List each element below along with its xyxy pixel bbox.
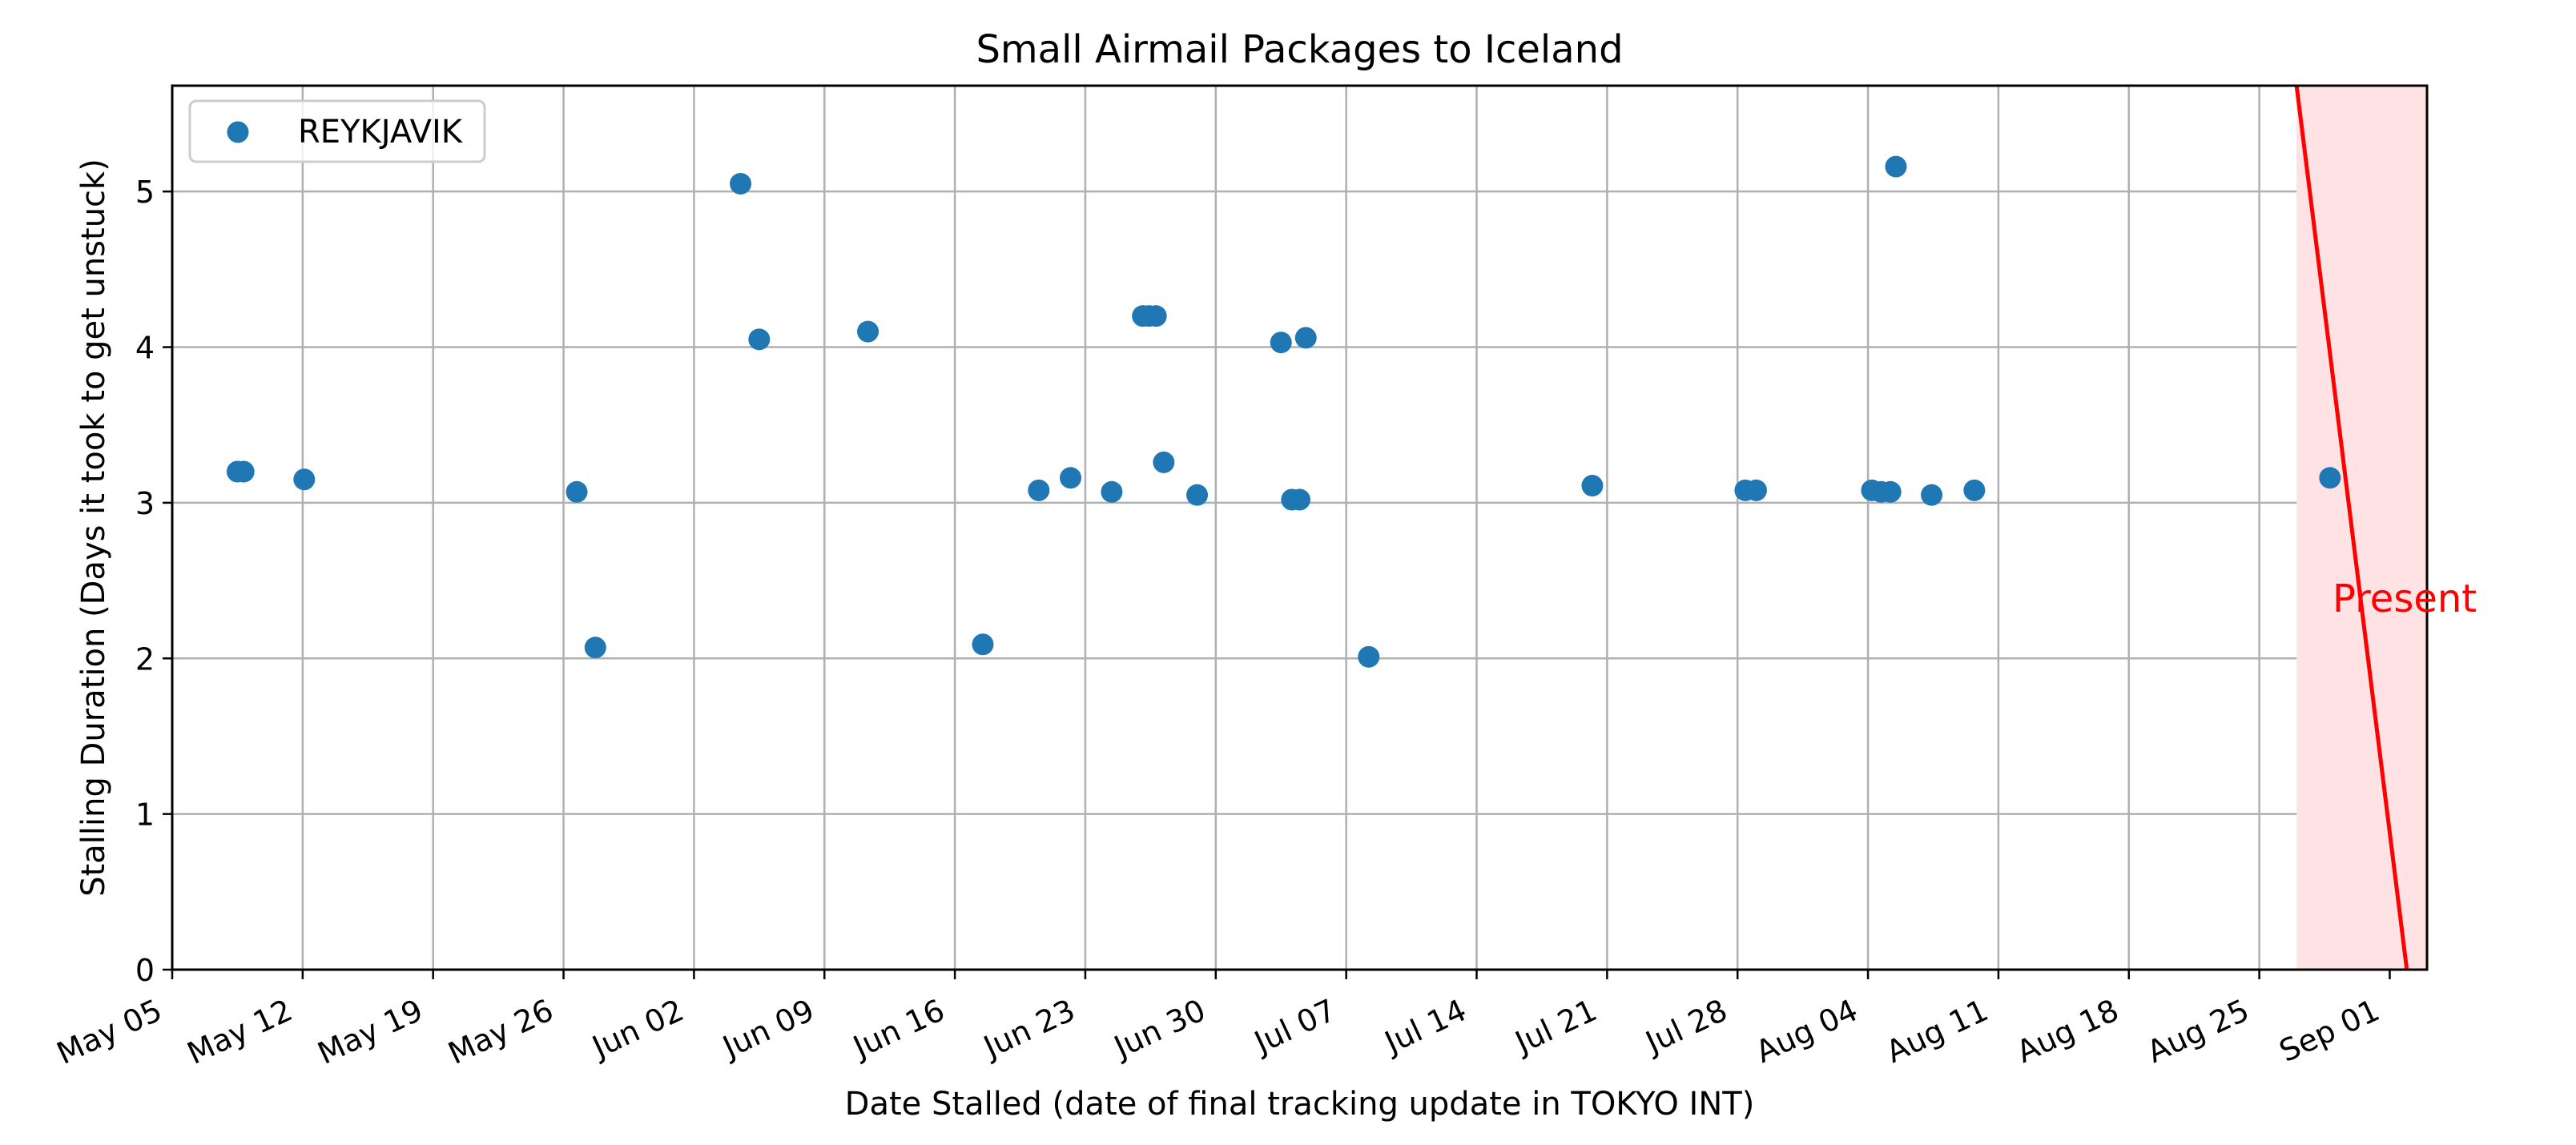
data-point [293,468,316,491]
present-line-stroke [2294,85,2409,970]
x-tick-label: Aug 11 [1881,992,1994,1070]
x-tick-label: Jul 07 [1248,992,1342,1061]
data-point [1294,327,1317,349]
data-point [1028,479,1050,501]
x-tick-label: Jun 09 [716,992,819,1065]
x-tick-label: Aug 18 [2011,992,2124,1070]
data-point [566,480,588,503]
legend-label: REYKJAVIK [298,114,464,151]
data-point [2319,467,2341,489]
data-point [730,172,752,195]
legend-box [188,99,486,163]
x-tick-label: Jun 02 [586,992,689,1065]
data-point [1270,331,1292,354]
x-tick-label: Aug 25 [2142,992,2255,1070]
data-point [1745,479,1767,501]
data-point [584,637,606,659]
data-point [1581,475,1604,497]
chart-title: Small Airmail Packages to Iceland [976,27,1623,72]
data-point [1186,484,1209,506]
data-point [748,328,771,351]
data-point [1885,155,1907,178]
x-tick-label: Jun 23 [977,992,1081,1065]
x-tick-label: Jun 16 [847,992,950,1065]
x-tick-label: Aug 04 [1750,992,1863,1070]
data-point [857,320,879,343]
x-tick-label: May 12 [182,992,298,1071]
present-region [2296,86,2427,970]
x-tick-label: Jul 14 [1379,992,1472,1061]
y-tick-label: 4 [135,331,155,366]
y-tick-label: 2 [135,641,155,677]
present-label: Present [2332,577,2477,621]
y-tick-label: 1 [135,797,155,833]
y-tick-label: 5 [135,175,155,210]
y-axis-label: Stalling Duration (Days it took to get u… [75,159,112,897]
y-tick-label: 0 [135,953,155,988]
data-point [232,460,255,483]
legend-marker [227,121,249,143]
y-tick-label: 3 [135,486,155,521]
data-point [1145,305,1167,327]
data-point [1060,467,1082,489]
x-axis-ticks: May 05 May 12 May 19 May 26 Jun 02 Jun 09 Jun … [51,970,2391,1071]
y-axis-ticks: 0 1 2 3 4 5 [135,175,172,988]
x-tick-label: May 19 [312,992,429,1071]
legend: REYKJAVIK [188,99,486,163]
data-point [1921,484,1943,506]
plot-frame [171,84,2429,971]
x-tick-label: Jul 28 [1639,992,1733,1061]
present-shade [2296,86,2427,970]
grid-lines [171,86,2427,971]
data-point [1289,488,1310,511]
data-point [1153,451,1175,473]
present-line [2294,85,2409,970]
data-point [1879,480,1902,503]
x-tick-label: Jul 21 [1508,992,1602,1061]
x-tick-label: May 05 [51,992,167,1071]
data-point [972,633,994,656]
x-axis-label: Date Stalled (date of final tracking upd… [845,1086,1755,1123]
data-point [1358,645,1380,668]
x-tick-label: Sep 01 [2274,992,2385,1069]
data-point [1101,480,1123,503]
x-tick-label: Jun 30 [1108,992,1211,1065]
data-point [1963,479,1986,501]
x-tick-label: May 26 [443,992,559,1071]
data-points [226,155,2341,668]
